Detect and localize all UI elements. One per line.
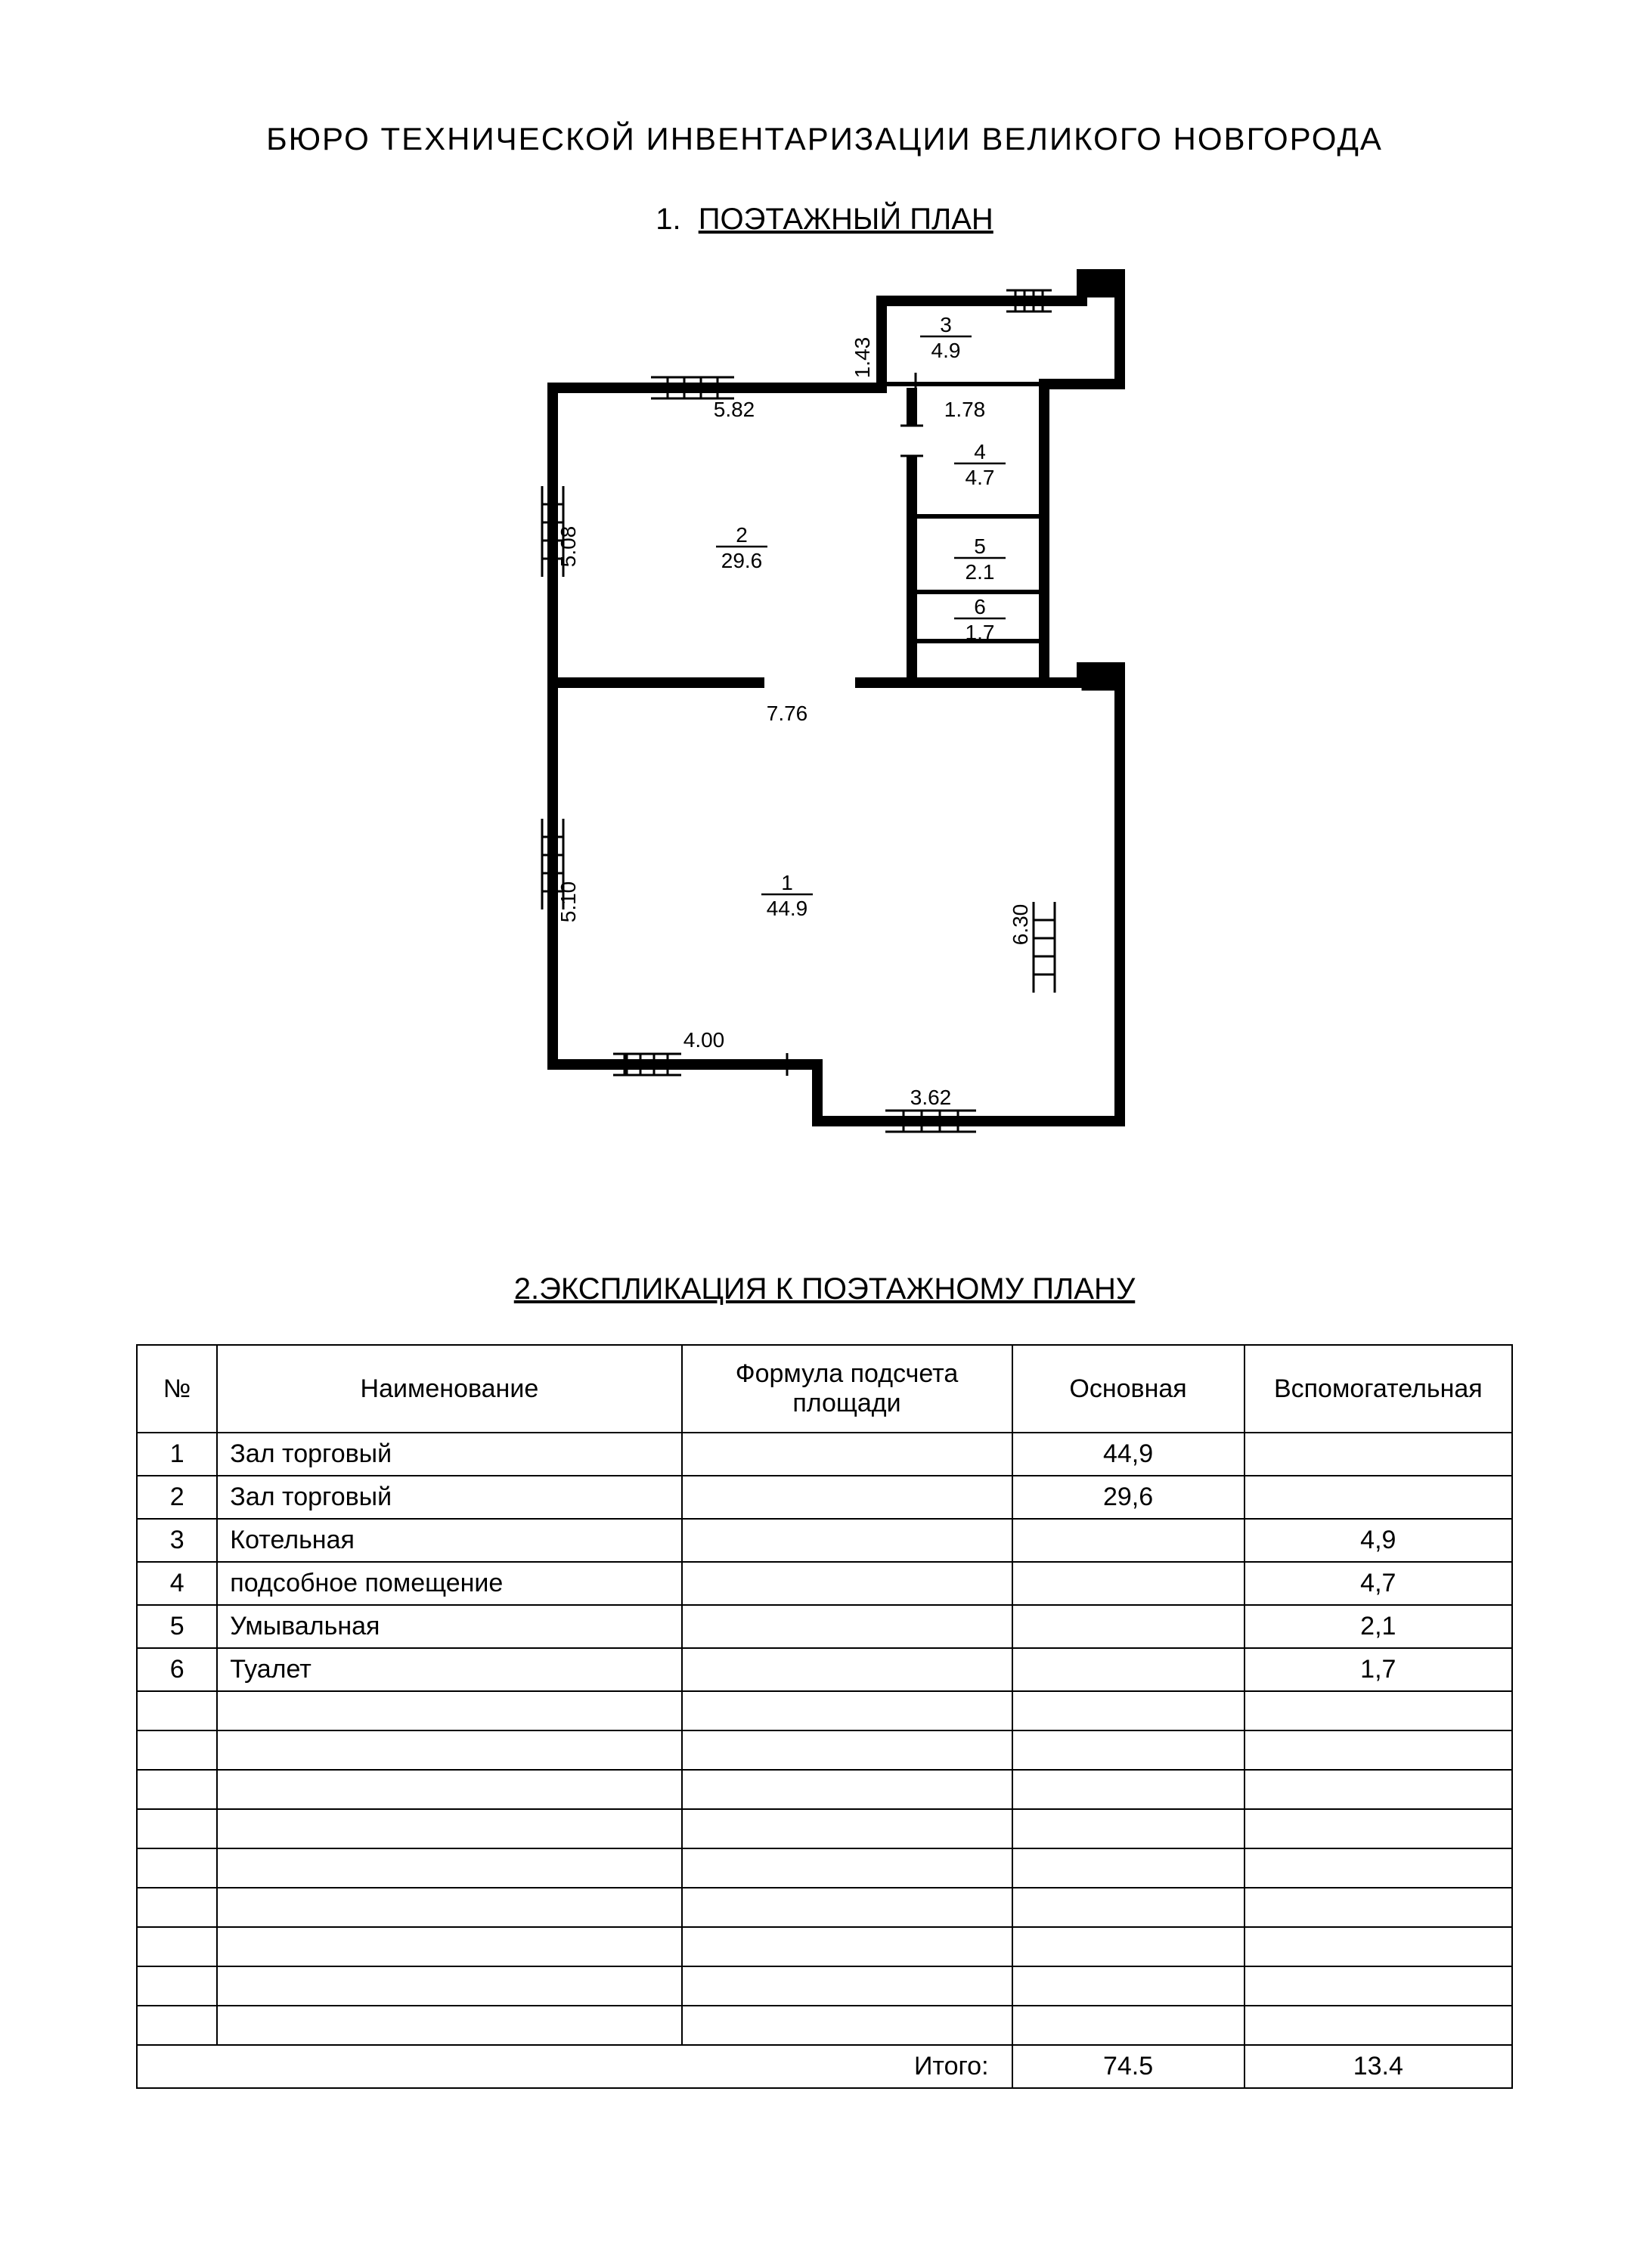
- section1-text: ПОЭТАЖНЫЙ ПЛАН: [699, 203, 993, 236]
- table-row-empty: [137, 1888, 1512, 1927]
- cell-num: 5: [137, 1605, 217, 1648]
- dimension-label: 5.08: [556, 526, 580, 568]
- table-row: 2Зал торговый 29,6: [137, 1476, 1512, 1519]
- cell-name: Зал торговый: [217, 1433, 681, 1476]
- total-main: 74.5: [1012, 2045, 1244, 2088]
- cell-aux: 1,7: [1244, 1648, 1512, 1691]
- cell-formula: [682, 1519, 1012, 1562]
- dimension-label: 1.78: [944, 398, 985, 421]
- cell-formula: [682, 1648, 1012, 1691]
- table-row-empty: [137, 1770, 1512, 1809]
- cell-main: [1012, 1648, 1244, 1691]
- section2-title: 2.ЭКСПЛИКАЦИЯ К ПОЭТАЖНОМУ ПЛАНУ: [136, 1272, 1513, 1306]
- cell-formula: [682, 1476, 1012, 1519]
- section1-title: 1. ПОЭТАЖНЫЙ ПЛАН: [136, 203, 1513, 237]
- total-label: Итого:: [137, 2045, 1012, 2088]
- cell-aux: 2,1: [1244, 1605, 1512, 1648]
- dimension-label: 7.76: [766, 702, 807, 725]
- cell-formula: [682, 1562, 1012, 1605]
- org-header: БЮРО ТЕХНИЧЕСКОЙ ИНВЕНТАРИЗАЦИИ ВЕЛИКОГО…: [136, 121, 1513, 157]
- table-header-row: № Наименование Формула подсчета площади …: [137, 1345, 1512, 1433]
- table-row-empty: [137, 1927, 1512, 1966]
- table-row: 1Зал торговый 44,9: [137, 1433, 1512, 1476]
- cell-num: 4: [137, 1562, 217, 1605]
- cell-aux: [1244, 1476, 1512, 1519]
- svg-text:1.7: 1.7: [965, 621, 994, 644]
- cell-name: подсобное помещение: [217, 1562, 681, 1605]
- table-row-empty: [137, 1809, 1512, 1848]
- col-num: №: [137, 1345, 217, 1433]
- cell-formula: [682, 1605, 1012, 1648]
- section1-num: 1.: [656, 203, 680, 236]
- cell-name: Туалет: [217, 1648, 681, 1691]
- cell-main: [1012, 1562, 1244, 1605]
- room-label-4: 44.7: [954, 440, 1006, 489]
- cell-aux: 4,9: [1244, 1519, 1512, 1562]
- svg-text:5: 5: [974, 534, 986, 558]
- table-row-empty: [137, 1730, 1512, 1770]
- table-row: 4подсобное помещение 4,7: [137, 1562, 1512, 1605]
- room-label-2: 229.6: [716, 523, 767, 572]
- col-formula: Формула подсчета площади: [682, 1345, 1012, 1433]
- cell-main: [1012, 1605, 1244, 1648]
- cell-name: Умывальная: [217, 1605, 681, 1648]
- svg-text:44.9: 44.9: [766, 897, 807, 920]
- room-label-5: 52.1: [954, 534, 1006, 584]
- cell-num: 1: [137, 1433, 217, 1476]
- col-aux: Вспомогательная: [1244, 1345, 1512, 1433]
- cell-num: 3: [137, 1519, 217, 1562]
- svg-text:2.1: 2.1: [965, 560, 994, 584]
- dimension-label: 3.62: [910, 1086, 951, 1109]
- room-label-6: 61.7: [954, 595, 1006, 644]
- dimension-label: 4.00: [683, 1028, 724, 1052]
- svg-text:29.6: 29.6: [721, 549, 762, 572]
- table-row-empty: [137, 1966, 1512, 2006]
- table-row-empty: [137, 2006, 1512, 2045]
- dimension-label: 5.82: [713, 398, 755, 421]
- dimension-label: 5.10: [556, 881, 580, 923]
- cell-aux: [1244, 1433, 1512, 1476]
- room-label-1: 144.9: [761, 871, 813, 920]
- explication-table: № Наименование Формула подсчета площади …: [136, 1344, 1513, 2089]
- cell-num: 6: [137, 1648, 217, 1691]
- svg-text:4.9: 4.9: [931, 339, 960, 362]
- svg-text:4.7: 4.7: [965, 466, 994, 489]
- table-row-empty: [137, 1691, 1512, 1730]
- svg-text:1: 1: [781, 871, 793, 894]
- floor-plan-drawing: 144.9229.634.944.752.161.7 5.821.781.435…: [462, 259, 1188, 1182]
- cell-aux: 4,7: [1244, 1562, 1512, 1605]
- svg-text:3: 3: [940, 313, 952, 336]
- svg-text:4: 4: [974, 440, 986, 463]
- cell-name: Зал торговый: [217, 1476, 681, 1519]
- table-total-row: Итого:74.513.4: [137, 2045, 1512, 2088]
- cell-name: Котельная: [217, 1519, 681, 1562]
- total-aux: 13.4: [1244, 2045, 1512, 2088]
- table-row: 3Котельная 4,9: [137, 1519, 1512, 1562]
- cell-num: 2: [137, 1476, 217, 1519]
- cell-main: 29,6: [1012, 1476, 1244, 1519]
- room-label-3: 34.9: [920, 313, 972, 362]
- cell-formula: [682, 1433, 1012, 1476]
- floor-plan-container: 144.9229.634.944.752.161.7 5.821.781.435…: [136, 259, 1513, 1182]
- cell-main: 44,9: [1012, 1433, 1244, 1476]
- col-main: Основная: [1012, 1345, 1244, 1433]
- svg-text:6: 6: [974, 595, 986, 618]
- dimension-label: 1.43: [851, 337, 874, 379]
- cell-main: [1012, 1519, 1244, 1562]
- table-row: 5Умывальная 2,1: [137, 1605, 1512, 1648]
- table-row-empty: [137, 1848, 1512, 1888]
- svg-text:2: 2: [736, 523, 748, 547]
- dimension-label: 6.30: [1009, 904, 1032, 946]
- table-row: 6Туалет 1,7: [137, 1648, 1512, 1691]
- col-name: Наименование: [217, 1345, 681, 1433]
